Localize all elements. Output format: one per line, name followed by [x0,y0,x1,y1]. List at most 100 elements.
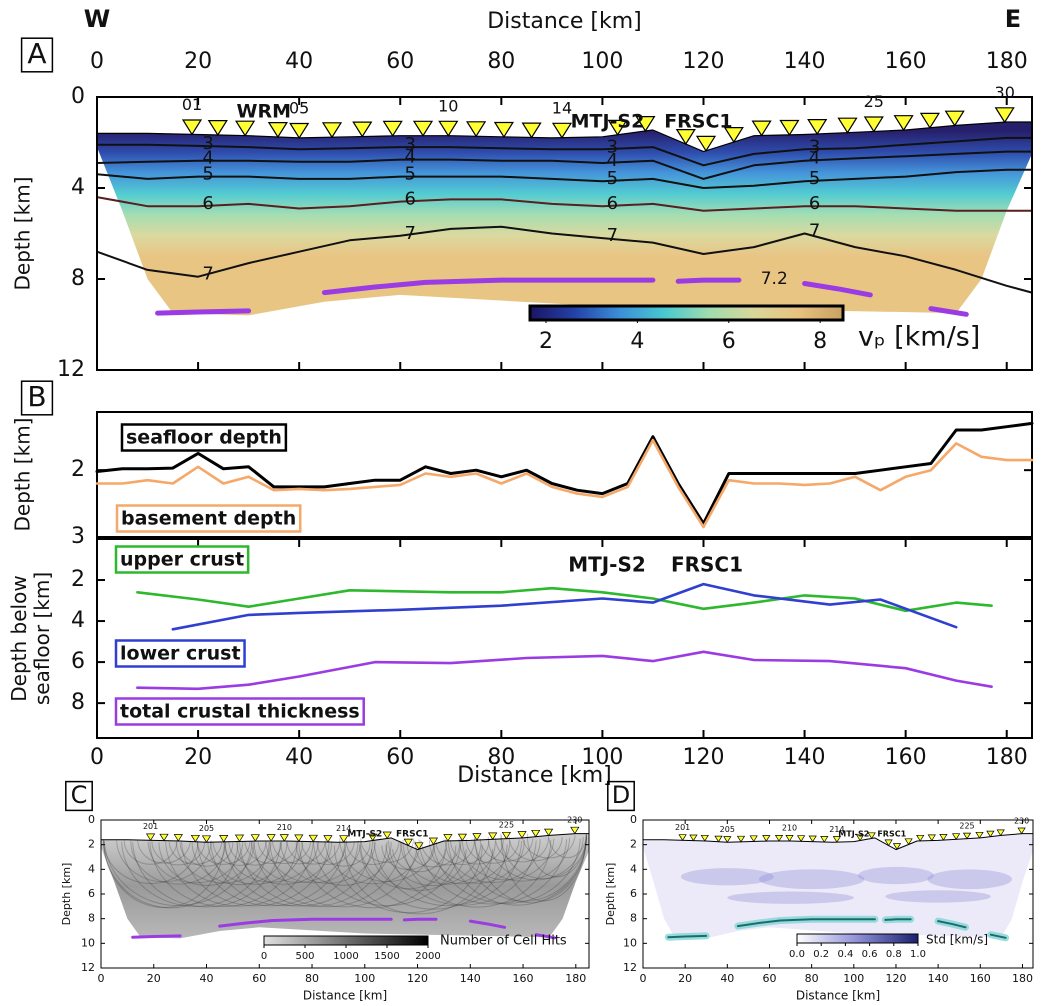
colorbar-tick-label: 0.0 [789,949,805,960]
x-tick-label: 0 [98,972,105,985]
annotation: FRSC1 [396,830,428,840]
annotation: MTJ-S2 [347,830,382,840]
station [916,834,925,842]
ray-arc [179,842,234,867]
ray-arc [474,835,587,904]
station [521,122,542,139]
station [403,838,413,847]
ray-arc [224,841,374,907]
ray-arc [414,840,511,885]
station [714,835,723,843]
x-tick-label: 60 [386,745,414,770]
station [863,116,884,133]
colorbar [263,935,429,946]
ray-arc [223,840,320,883]
annotation: MTJ-S2 [568,553,646,577]
velocity-contour [96,225,1033,294]
ray-arc [130,840,227,885]
station [414,842,424,850]
colorbar [528,304,845,322]
station [723,126,744,144]
contour-label: 7.2 [761,269,788,289]
velocity-contour [96,136,1033,167]
contour-label: 6 [809,193,820,214]
ray-arc [474,837,570,882]
ray-arc [447,837,587,906]
x-axis-label: Distance [km] [303,989,387,1003]
x-tick-label: 120 [682,745,724,770]
ray-arc [137,840,191,864]
x-axis-label: Distance [km] [487,9,642,34]
legend-label: total crustal thickness [120,701,360,723]
ray-arc [103,840,199,885]
y-tick-label: 8 [88,912,95,925]
contour-label: 5 [607,168,618,189]
ray-arc [191,841,288,886]
station-label: 225 [959,821,974,830]
series-line [95,438,1034,529]
ray-arc [324,840,421,885]
ray-arc [298,840,448,909]
ray-arc [257,840,312,864]
ray-arc [359,844,508,910]
velocity-field [97,122,1032,316]
annotation: FRSC1 [664,111,732,133]
ray-arc [103,840,225,908]
colorbar-tick-label: 0.2 [813,949,829,960]
y-tick-label: 10 [81,936,95,949]
station [749,835,758,843]
x-tick-label: 180 [565,972,586,985]
station [321,122,343,139]
station [412,120,434,137]
y-tick-label: 0 [88,813,95,826]
panel-label-box [607,780,635,812]
ray-arc [508,836,563,862]
y-tick-label: 8 [71,266,85,291]
y-tick-label: 4 [630,862,637,875]
station [996,829,1005,837]
ray-arc [547,833,587,859]
ray-arc [360,838,415,863]
station [352,121,373,138]
station [751,120,772,137]
ray-arc [339,838,436,883]
station [962,832,972,840]
contour-label: 3 [809,136,820,157]
y-tick-label: 0 [630,813,637,826]
contour-label: 7 [405,223,416,244]
x-tick-label: 140 [784,745,826,770]
station [493,121,514,139]
ray-arc [385,844,482,887]
station [675,129,696,146]
ray-arc [487,836,584,881]
ray-arc [236,840,333,885]
panel-label: A [27,37,46,70]
contour-label: 4 [202,148,213,169]
x-tick-label: 120 [407,972,428,985]
x-tick-label: 120 [885,972,906,985]
station-label: 201 [675,823,690,832]
uncertainty-band [680,868,774,886]
y-axis-label: Depth [km] [60,863,73,926]
station [181,119,203,136]
ray-arc [392,849,446,873]
station [173,834,183,842]
station-label: 05 [289,99,309,118]
x-tick-label: 40 [285,49,313,74]
colorbar-tick-label: 4 [630,329,644,354]
east-label: E [1005,5,1021,33]
contour-label: 4 [405,147,416,168]
station [443,834,453,842]
station-label: 205 [199,824,214,833]
ray-arc [207,841,304,885]
station-label: 01 [182,95,202,114]
station [438,120,459,137]
colorbar [796,933,919,944]
ray-arc [381,845,436,870]
ray-arc [181,841,330,907]
x-tick-label: 20 [678,972,692,985]
station-label: 210 [277,823,292,832]
contour-label: 3 [202,133,213,154]
station-label: 30 [995,83,1015,102]
ray-arc [444,839,541,883]
